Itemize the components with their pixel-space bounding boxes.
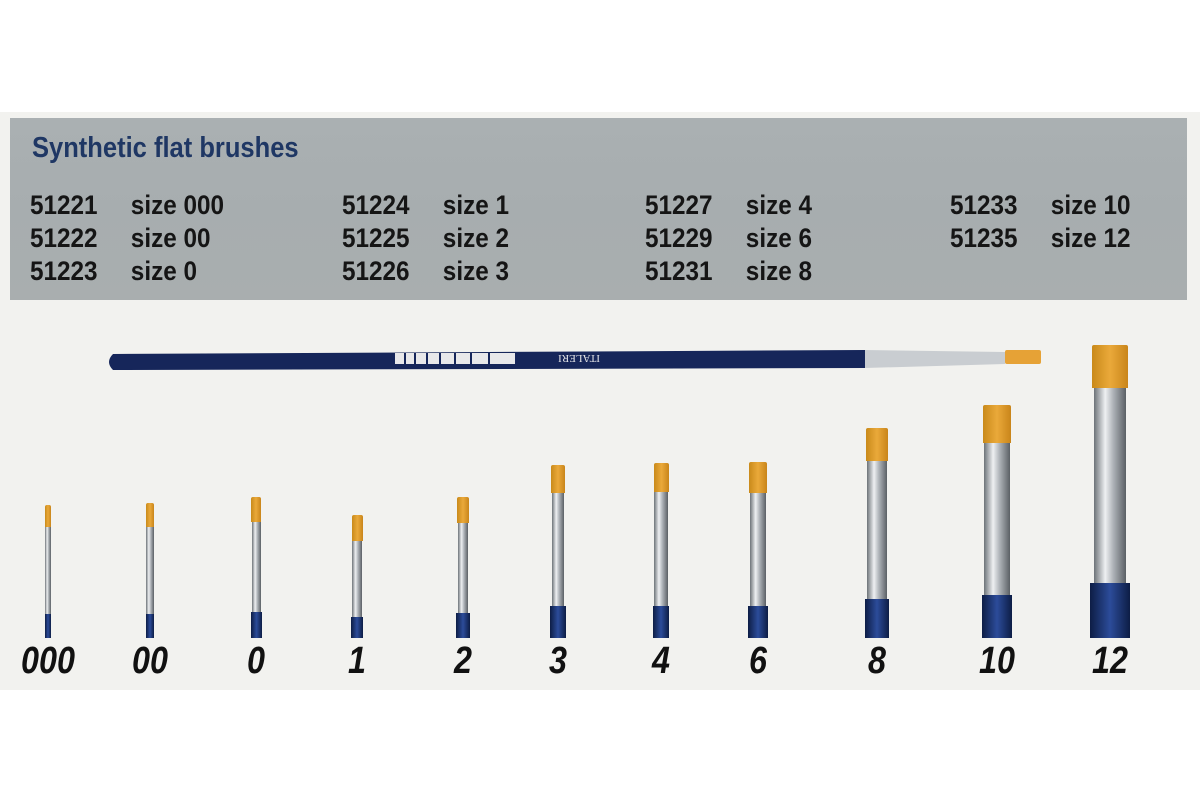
catalog-row: 51223 size 0	[30, 256, 224, 289]
brush-size-label: 2	[454, 640, 472, 682]
brush-bristles	[45, 505, 51, 527]
brush-handle	[44, 614, 52, 638]
brush-handle	[456, 613, 470, 638]
brush-size-label: 6	[749, 640, 767, 682]
product-code: 51226	[342, 256, 410, 286]
product-code: 51229	[645, 223, 713, 253]
product-size: size 0	[130, 256, 198, 286]
brush-handle	[145, 614, 155, 638]
brush-ferrule	[654, 492, 668, 606]
catalog-row: 51222 size 00	[30, 223, 224, 256]
product-code: 51223	[30, 256, 98, 286]
brush-bristles	[251, 497, 261, 522]
brush-handle	[864, 599, 890, 638]
product-code: 51231	[645, 256, 713, 286]
brush-handle	[748, 606, 768, 638]
product-size: size 10	[1050, 190, 1131, 220]
product-size: size 00	[130, 223, 211, 253]
brush-bristles	[457, 497, 469, 523]
brush-ferrule	[749, 493, 767, 606]
brush-bristles	[351, 515, 363, 541]
product-size: size 1	[442, 190, 510, 220]
catalog-column: 51227 size 4 51229 size 6 51231 size 8	[645, 190, 831, 289]
product-code: 51235	[950, 223, 1018, 253]
product-code: 51225	[342, 223, 410, 253]
brush-ferrule	[551, 493, 565, 606]
brush-ferrule	[984, 443, 1010, 595]
product-code: 51222	[30, 223, 98, 253]
info-panel: Synthetic flat brushes 51221 size 000 5122…	[10, 118, 1187, 300]
catalog-column: 51221 size 000 51222 size 00 51223 size 0	[30, 190, 246, 289]
catalog-row: 51225 size 2	[342, 223, 509, 256]
brush-handle	[550, 606, 566, 638]
product-size: size 2	[442, 223, 510, 253]
product-code: 51221	[30, 190, 98, 220]
brush-bristles	[653, 463, 669, 492]
brush-handle	[1090, 583, 1130, 638]
brush-size-label: 4	[652, 640, 670, 682]
product-size: size 8	[745, 256, 813, 286]
product-code: 51224	[342, 190, 410, 220]
brush-bristles	[551, 465, 565, 493]
catalog-row: 51221 size 000	[30, 190, 224, 223]
brush-size-label: 3	[549, 640, 567, 682]
product-size: size 12	[1050, 223, 1131, 253]
brush-bristles	[1005, 350, 1041, 364]
brush-bristles	[983, 405, 1011, 443]
brush-bristles	[146, 503, 154, 527]
brush-size-label: 8	[868, 640, 886, 682]
product-code: 51227	[645, 190, 713, 220]
brush-size-label: 12	[1092, 640, 1128, 682]
brush-ferrule	[251, 522, 261, 612]
featured-brush-image: ITALERI	[109, 350, 1041, 370]
brush-ferrule	[865, 350, 1005, 368]
brand-text: ITALERI	[558, 352, 600, 364]
brush-ferrule	[146, 527, 154, 614]
catalog-row: 51226 size 3	[342, 256, 509, 289]
product-size: size 3	[442, 256, 510, 286]
brush-bristles	[749, 462, 767, 493]
product-size: size 000	[130, 190, 225, 220]
brush-handle	[350, 617, 364, 638]
brush-size-label: 000	[21, 640, 75, 682]
catalog-row: 51227 size 4	[645, 190, 812, 223]
brush-handle	[250, 612, 262, 638]
catalog-row: 51235 size 12	[950, 223, 1131, 256]
brush-handle	[981, 595, 1013, 638]
catalog-row: 51229 size 6	[645, 223, 812, 256]
catalog-column: 51233 size 10 51235 size 12	[950, 190, 1151, 256]
catalog-row: 51224 size 1	[342, 190, 509, 223]
product-size: size 4	[745, 190, 813, 220]
brush-size-label: 0	[247, 640, 265, 682]
catalog-row: 51231 size 8	[645, 256, 812, 289]
brush-ferrule	[45, 527, 51, 614]
catalog-column: 51224 size 1 51225 size 2 51226 size 3	[342, 190, 528, 289]
brush-ferrule	[867, 461, 887, 599]
brush-bristles	[1092, 345, 1128, 388]
brush-size-label: 10	[979, 640, 1015, 682]
panel-title: Synthetic flat brushes	[32, 132, 299, 164]
product-size: size 6	[745, 223, 813, 253]
brush-handle	[652, 606, 670, 638]
brush-ferrule	[457, 523, 469, 613]
brush-ferrule	[352, 541, 362, 617]
brush-size-label: 00	[132, 640, 168, 682]
brush-size-label: 1	[348, 640, 366, 682]
catalog-row: 51233 size 10	[950, 190, 1131, 223]
product-code: 51233	[950, 190, 1018, 220]
brush-bristles	[866, 428, 888, 461]
brush-ferrule	[1093, 388, 1127, 583]
